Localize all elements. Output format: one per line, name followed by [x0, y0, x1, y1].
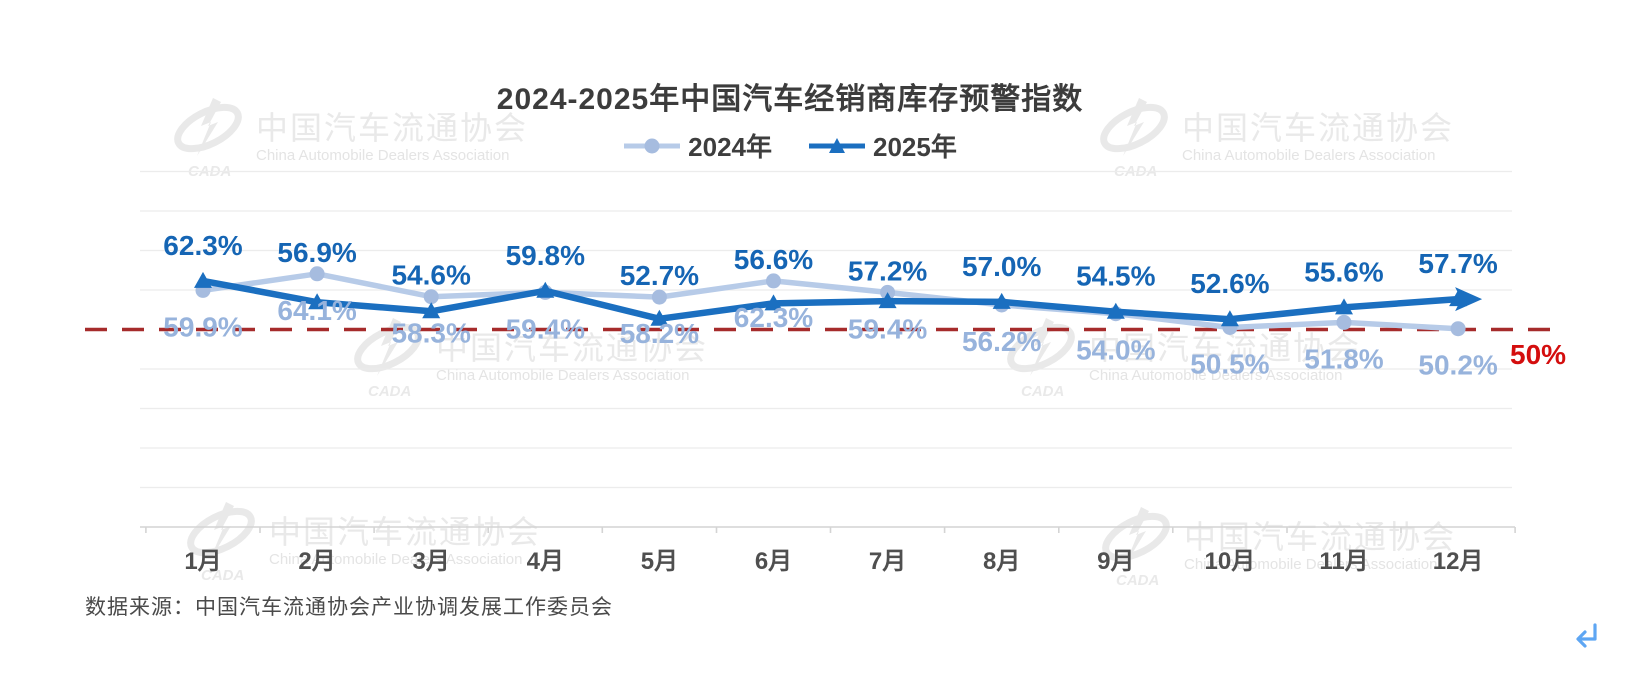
source-note: 数据来源：中国汽车流通协会产业协调发展工作委员会 [85, 596, 613, 619]
svg-text:59.4%: 59.4% [506, 313, 585, 344]
legend-label: 2024年 [688, 132, 772, 162]
chart-title: 2024-2025年中国汽车经销商库存预警指数 [496, 83, 1084, 116]
series-2025 [194, 271, 1483, 327]
svg-text:57.7%: 57.7% [1418, 248, 1497, 279]
legend-item-2024: 2024年 [623, 127, 772, 164]
svg-text:62.3%: 62.3% [163, 230, 242, 261]
svg-text:10月: 10月 [1205, 548, 1256, 575]
svg-text:59.8%: 59.8% [506, 240, 585, 271]
svg-text:54.6%: 54.6% [391, 260, 470, 291]
svg-text:50.5%: 50.5% [1190, 349, 1269, 380]
svg-text:57.0%: 57.0% [962, 251, 1041, 282]
svg-text:5月: 5月 [641, 548, 678, 575]
svg-text:4月: 4月 [527, 548, 564, 575]
legend-label: 2025年 [873, 132, 957, 162]
svg-text:56.9%: 56.9% [277, 237, 356, 268]
svg-text:11月: 11月 [1319, 548, 1368, 575]
svg-text:51.8%: 51.8% [1304, 343, 1383, 374]
svg-text:62.3%: 62.3% [734, 302, 813, 333]
data-labels-2024: 59.9% 64.1% 58.3% 59.4% 58.2% 62.3% 59.4% 56.2%… [163, 295, 1498, 381]
svg-text:3月: 3月 [413, 548, 450, 575]
reference-line-label: 50% [1510, 339, 1566, 370]
svg-text:57.2%: 57.2% [848, 255, 927, 286]
gridlines [140, 170, 1512, 489]
svg-text:8月: 8月 [983, 548, 1020, 575]
svg-text:56.2%: 56.2% [962, 326, 1041, 357]
svg-text:58.2%: 58.2% [620, 318, 699, 349]
x-axis [140, 526, 1516, 533]
x-axis-labels: 1月 2月 3月 4月 5月 6月 7月 8月 9月 10月 11月 12月 [184, 548, 1483, 575]
svg-text:56.6%: 56.6% [734, 244, 813, 275]
svg-text:54.0%: 54.0% [1076, 335, 1155, 366]
svg-text:59.9%: 59.9% [163, 311, 242, 342]
data-labels-2025: 62.3% 56.9% 54.6% 59.8% 52.7% 56.6% 57.2% 57.0%… [163, 230, 1498, 299]
svg-text:50.2%: 50.2% [1418, 350, 1497, 381]
svg-text:7月: 7月 [869, 548, 906, 575]
svg-text:52.6%: 52.6% [1190, 268, 1269, 299]
svg-text:9月: 9月 [1097, 548, 1134, 575]
legend-2024-line-circle-icon [624, 138, 681, 153]
series-2025-end-arrow [1455, 287, 1483, 312]
svg-text:64.1%: 64.1% [277, 295, 356, 326]
return-icon[interactable] [1570, 618, 1606, 654]
svg-text:52.7%: 52.7% [620, 260, 699, 291]
legend-item-2025: 2025年 [808, 127, 957, 164]
svg-text:54.5%: 54.5% [1076, 261, 1155, 292]
legend-2025-line-triangle-icon [809, 137, 865, 153]
svg-text:55.6%: 55.6% [1304, 256, 1383, 287]
legend: 2024年 2025年 [0, 127, 1580, 164]
svg-text:58.3%: 58.3% [391, 318, 470, 349]
svg-text:1月: 1月 [184, 548, 221, 575]
svg-text:59.4%: 59.4% [848, 313, 927, 344]
svg-text:2月: 2月 [298, 548, 335, 575]
svg-text:6月: 6月 [755, 548, 792, 575]
svg-text:12月: 12月 [1433, 548, 1484, 575]
